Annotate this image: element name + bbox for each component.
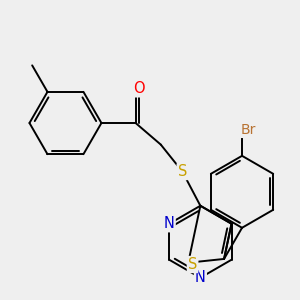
Text: N: N (164, 216, 175, 231)
Text: S: S (188, 257, 197, 272)
Text: O: O (134, 81, 145, 96)
Text: N: N (195, 270, 206, 285)
Text: Br: Br (241, 123, 256, 137)
Text: S: S (178, 164, 187, 179)
